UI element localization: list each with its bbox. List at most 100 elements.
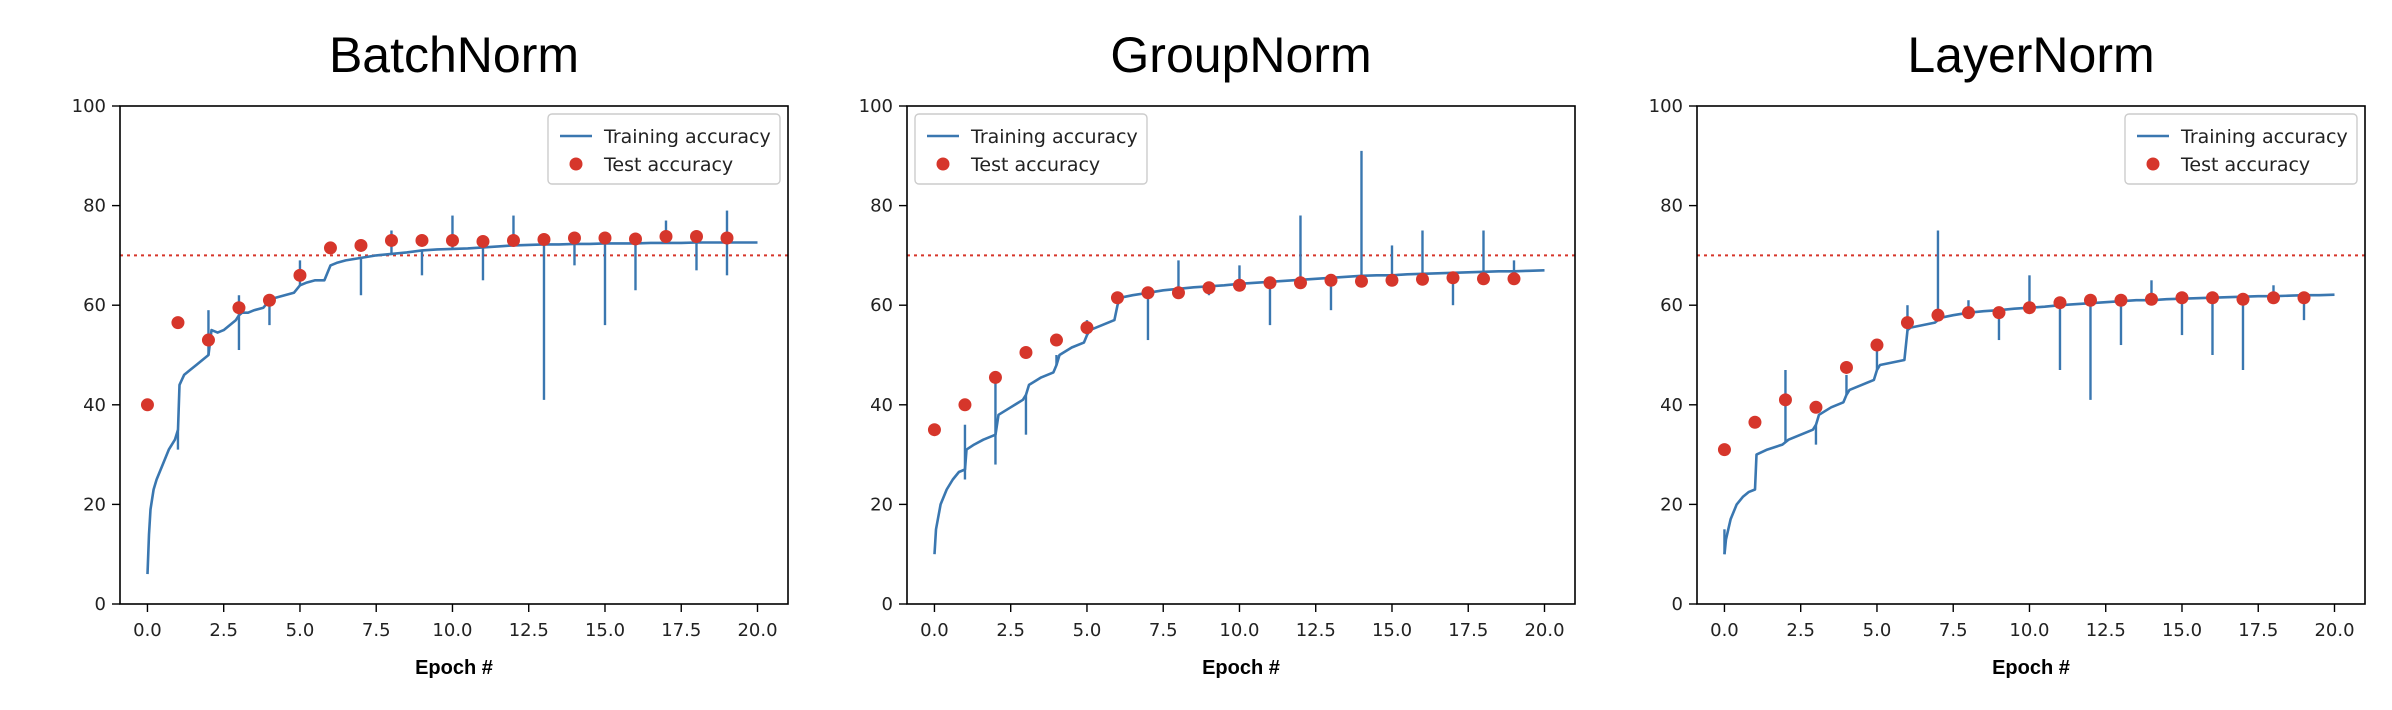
test-accuracy-point — [1870, 338, 1884, 352]
test-accuracy-point — [1900, 316, 1914, 330]
test-accuracy-point — [1778, 393, 1792, 407]
test-accuracy-point — [201, 333, 215, 347]
test-accuracy-point — [1232, 278, 1246, 292]
test-accuracy-point — [140, 398, 154, 412]
test-accuracy-point — [628, 232, 642, 246]
test-accuracy-point — [1049, 333, 1063, 347]
test-accuracy-point — [2083, 293, 2097, 307]
x-tick-label: 12.5 — [1296, 620, 1336, 641]
test-accuracy-point — [1293, 276, 1307, 290]
legend-dot-swatch — [936, 157, 950, 171]
test-accuracy-point — [1354, 274, 1368, 288]
legend-label-test: Test accuracy — [603, 154, 733, 176]
legend-box — [914, 113, 1148, 185]
x-tick-label: 5.0 — [1073, 620, 1102, 641]
x-tick-label: 17.5 — [1448, 620, 1488, 641]
test-accuracy-point — [1385, 273, 1399, 287]
legend-dot-swatch — [2146, 157, 2160, 171]
test-accuracy-point — [1080, 321, 1094, 335]
x-tick-label: 20.0 — [737, 620, 777, 641]
test-accuracy-point — [293, 268, 307, 282]
test-accuracy-point — [445, 233, 459, 247]
chart-title: LayerNorm — [1907, 27, 2154, 83]
x-tick-label: 7.5 — [362, 620, 391, 641]
test-accuracy-point — [1446, 271, 1460, 285]
chart-panel-batchnorm: BatchNorm 0.0 2.5 5.0 7.5 10.0 12.5 15.0 17.5 20.… — [72, 27, 789, 679]
x-tick-label: 20.0 — [1524, 620, 1564, 641]
chart-title: GroupNorm — [1110, 27, 1371, 83]
test-accuracy-point — [1171, 286, 1185, 300]
test-accuracy-point — [1748, 415, 1762, 429]
x-tick-label: 2.5 — [996, 620, 1025, 641]
y-tick-label: 100 — [72, 96, 106, 117]
test-accuracy-point — [323, 241, 337, 255]
x-tick-label: 2.5 — [209, 620, 238, 641]
test-accuracy-point — [720, 231, 734, 245]
x-tick-label: 0.0 — [133, 620, 162, 641]
training-accuracy-line — [933, 269, 1545, 555]
x-tick-label: 15.0 — [2162, 620, 2202, 641]
training-accuracy-line — [146, 241, 758, 575]
legend-box — [547, 113, 781, 185]
test-accuracy-point — [689, 229, 703, 243]
y-tick-label: 40 — [870, 395, 893, 416]
y-tick-label: 100 — [1649, 96, 1683, 117]
x-tick-label: 5.0 — [1863, 620, 1892, 641]
y-tick-label: 80 — [1660, 196, 1683, 217]
test-accuracy-point — [659, 229, 673, 243]
test-accuracy-point — [1415, 272, 1429, 286]
test-accuracy-point — [1476, 272, 1490, 286]
test-accuracy-point — [1507, 272, 1521, 286]
x-tick-label: 7.5 — [1149, 620, 1178, 641]
x-tick-label: 15.0 — [1372, 620, 1412, 641]
y-tick-label: 20 — [870, 494, 893, 515]
test-accuracy-point — [2297, 291, 2311, 305]
legend-label-test: Test accuracy — [2180, 154, 2310, 176]
test-accuracy-point — [1141, 286, 1155, 300]
legend-box — [2124, 113, 2358, 185]
y-tick-label: 40 — [83, 395, 106, 416]
x-tick-label: 2.5 — [1786, 620, 1815, 641]
test-accuracy-point — [1324, 273, 1338, 287]
legend-label-training: Training accuracy — [970, 126, 1138, 148]
y-tick-label: 0 — [882, 594, 893, 615]
test-accuracy-point — [476, 234, 490, 248]
legend: Training accuracy Test accuracy — [2124, 113, 2358, 185]
axes-frame — [1696, 105, 2366, 605]
legend: Training accuracy Test accuracy — [914, 113, 1148, 185]
x-axis-label: Epoch # — [415, 657, 493, 679]
test-accuracy-point — [927, 423, 941, 437]
test-accuracy-point — [1717, 443, 1731, 457]
test-accuracy-point — [1931, 308, 1945, 322]
x-tick-label: 17.5 — [661, 620, 701, 641]
test-accuracy-point — [2022, 301, 2036, 315]
x-tick-label: 12.5 — [2086, 620, 2126, 641]
x-tick-label: 5.0 — [286, 620, 315, 641]
x-tick-label: 12.5 — [509, 620, 549, 641]
y-tick-label: 20 — [83, 494, 106, 515]
y-tick-label: 40 — [1660, 395, 1683, 416]
y-tick-label: 0 — [95, 594, 106, 615]
y-tick-label: 60 — [1660, 295, 1683, 316]
y-tick-label: 0 — [1672, 594, 1683, 615]
axes-frame — [119, 105, 789, 605]
legend: Training accuracy Test accuracy — [547, 113, 781, 185]
test-accuracy-point — [1019, 346, 1033, 360]
test-accuracy-point — [1992, 306, 2006, 320]
test-accuracy-point — [1263, 276, 1277, 290]
y-tick-label: 60 — [83, 295, 106, 316]
test-accuracy-point — [2114, 293, 2128, 307]
test-accuracy-point — [1839, 360, 1853, 374]
test-accuracy-point — [2144, 292, 2158, 306]
test-accuracy-point — [2053, 296, 2067, 310]
test-accuracy-point — [2236, 292, 2250, 306]
test-accuracy-point — [171, 316, 185, 330]
y-tick-label: 80 — [83, 196, 106, 217]
x-tick-label: 17.5 — [2238, 620, 2278, 641]
y-tick-label: 100 — [859, 96, 893, 117]
y-tick-label: 60 — [870, 295, 893, 316]
x-axis-label: Epoch # — [1992, 657, 2070, 679]
x-tick-label: 10.0 — [1219, 620, 1259, 641]
test-accuracy-point — [384, 233, 398, 247]
